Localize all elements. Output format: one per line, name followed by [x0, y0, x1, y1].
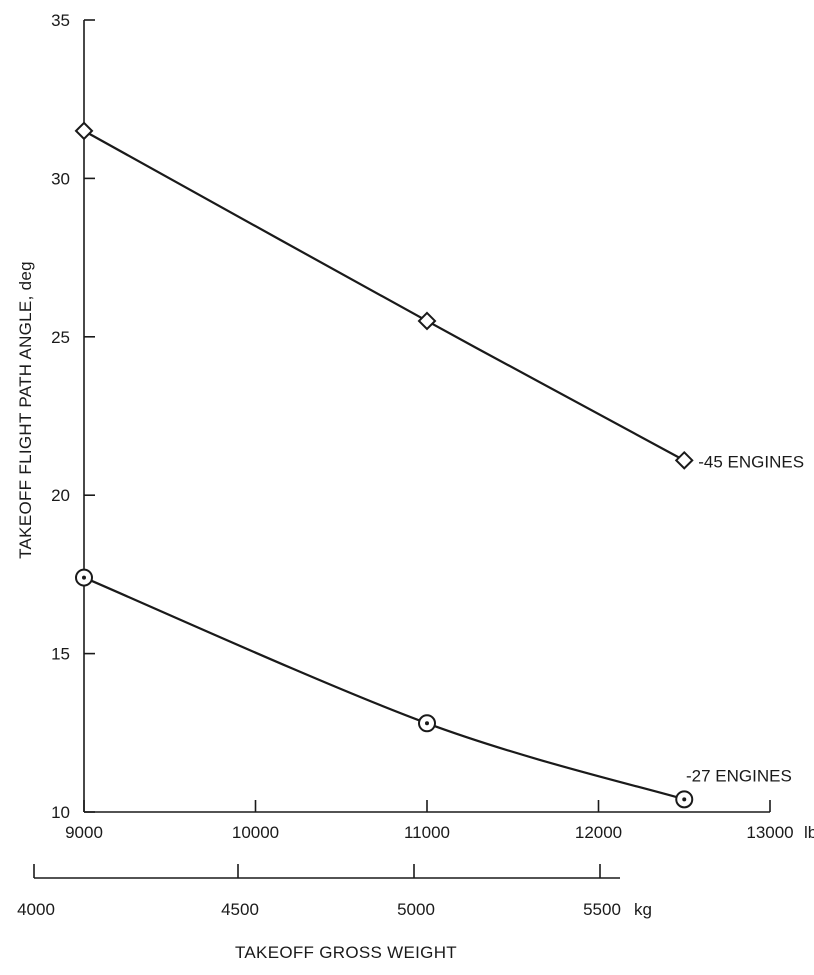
- secondary-x-axis: 4000 4500 5000 5500 kg: [17, 864, 652, 919]
- x-tick-label: 13000: [746, 823, 793, 842]
- series-1: -45 ENGINES: [74, 121, 804, 471]
- y-tick-label: 25: [51, 328, 70, 347]
- circle-marker-dot: [682, 797, 687, 802]
- ticks: 10 15 20 25 30 35 9000 10000 11000 12000 13000 lb: [51, 11, 814, 842]
- x-tick-label: 9000: [65, 823, 103, 842]
- series-line: [83, 129, 685, 462]
- diamond-marker: [74, 121, 94, 141]
- circle-marker-dot: [425, 721, 429, 726]
- series-group: -45 ENGINES -27 ENGINES: [74, 121, 804, 809]
- kg-tick-label: 5000: [397, 900, 435, 919]
- diamond-marker: [417, 311, 437, 331]
- x-unit-label: lb: [804, 823, 814, 842]
- series-label: -45 ENGINES: [698, 452, 804, 471]
- x-axis-title: TAKEOFF GROSS WEIGHT: [235, 943, 457, 962]
- series-label: -27 ENGINES: [686, 766, 792, 785]
- y-tick-label: 10: [51, 803, 70, 822]
- x-tick-label: 12000: [575, 823, 622, 842]
- circle-marker-dot: [82, 575, 86, 580]
- kg-tick-label: 4500: [221, 900, 259, 919]
- y-axis-title: TAKEOFF FLIGHT PATH ANGLE, deg: [16, 261, 35, 559]
- y-tick-label: 20: [51, 486, 70, 505]
- y-tick-label: 30: [51, 169, 70, 188]
- kg-tick-label: 4000: [17, 900, 55, 919]
- y-tick-label: 35: [51, 11, 70, 30]
- kg-unit-label: kg: [634, 900, 652, 919]
- series-2: -27 ENGINES: [75, 568, 792, 809]
- axes: [83, 20, 770, 813]
- x-tick-label: 11000: [404, 823, 450, 842]
- series-line: [83, 576, 685, 801]
- kg-tick-label: 5500: [583, 900, 621, 919]
- x-tick-label: 10000: [232, 823, 279, 842]
- y-tick-label: 15: [51, 645, 70, 664]
- diamond-marker: [674, 450, 694, 470]
